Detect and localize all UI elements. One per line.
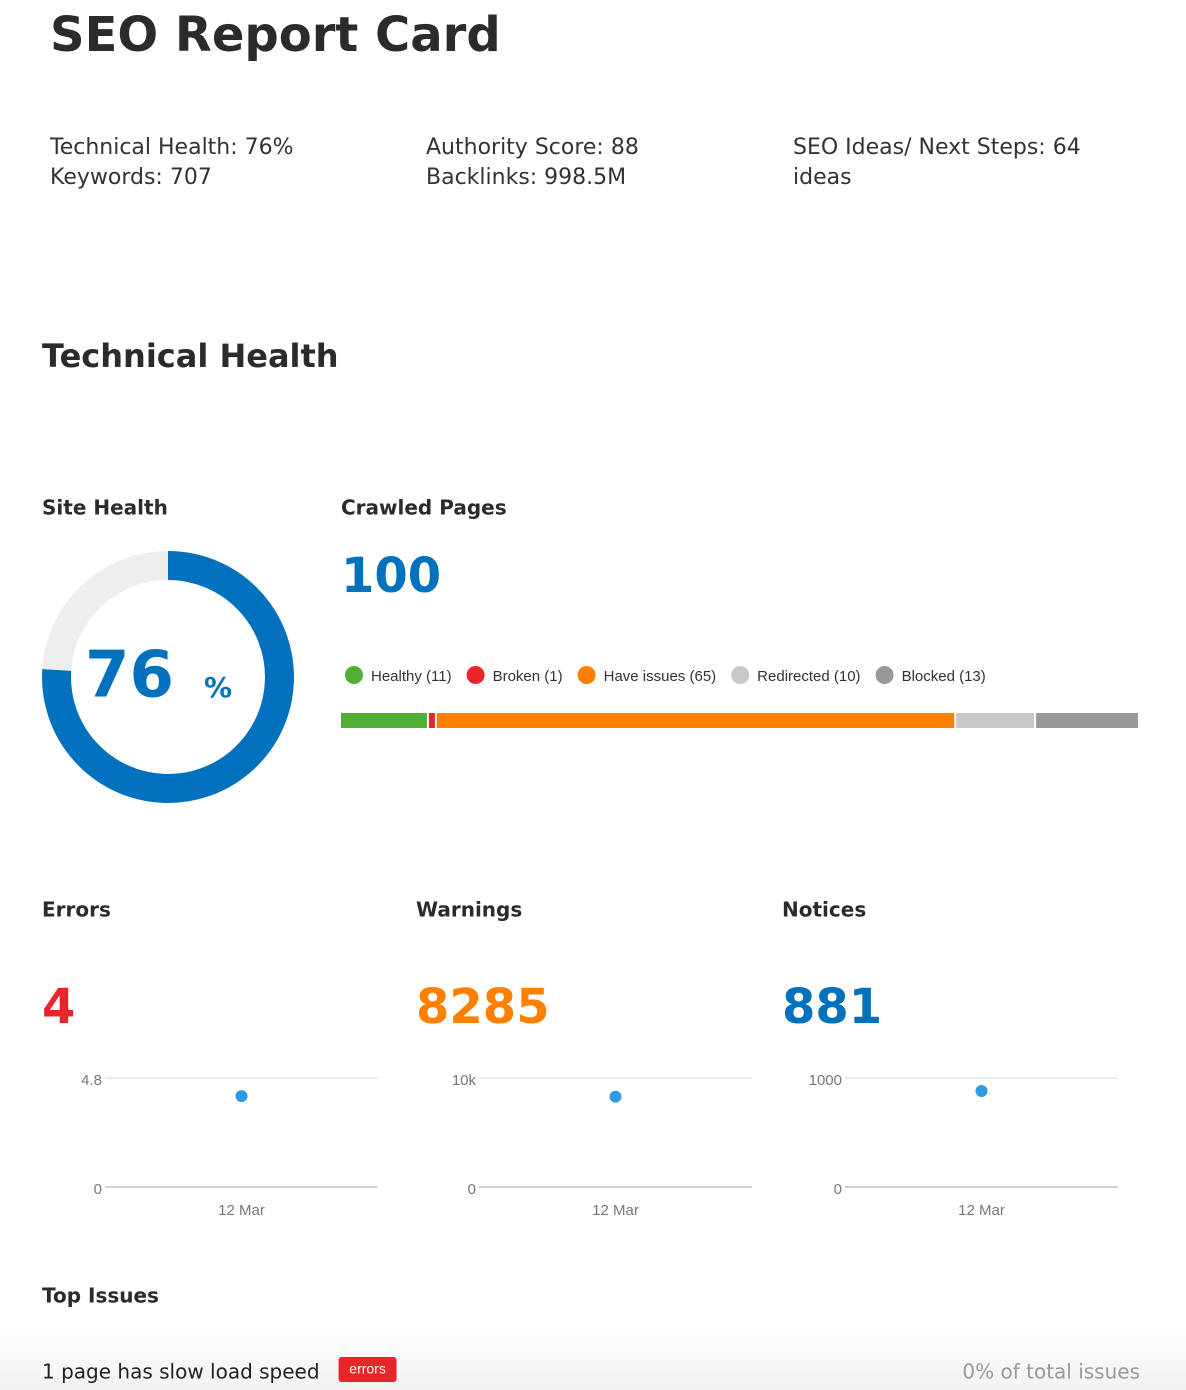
donut-arc [42, 551, 294, 803]
donut-unit: % [204, 671, 232, 704]
crawled-bar-segment [1036, 713, 1138, 728]
tag-bg [338, 1357, 397, 1382]
footer-fade [0, 1325, 1186, 1390]
crawled-bar-segment [956, 713, 1035, 728]
legend-label: Redirected (10) [757, 668, 860, 685]
summary-line: ideas [793, 165, 852, 190]
x-tick-label: 12 Mar [592, 1202, 639, 1219]
y-tick-label: 0 [468, 1181, 476, 1198]
y-tick-label: 4.8 [81, 1072, 102, 1089]
card-value: 8285 [416, 979, 550, 1035]
y-tick-label: 10k [452, 1072, 477, 1089]
crawled-total: 100 [341, 548, 441, 604]
card-value: 4 [42, 979, 75, 1035]
donut-value: 76 [85, 639, 174, 713]
legend-dot [466, 666, 485, 684]
point [609, 1090, 622, 1103]
summary-line: Keywords: 707 [50, 165, 212, 190]
tag-label: errors [349, 1361, 386, 1377]
legend-label: Broken (1) [493, 668, 563, 685]
crawled-bar-segment [428, 713, 435, 728]
card-title: Notices [782, 898, 866, 922]
legend-label: Have issues (65) [604, 668, 717, 685]
summary-line: Technical Health: 76% [49, 135, 294, 160]
x-tick-label: 12 Mar [218, 1202, 265, 1219]
summary-line: Authority Score: 88 [426, 135, 639, 160]
point [235, 1090, 248, 1103]
x-tick-label: 12 Mar [958, 1202, 1005, 1219]
card-title: Warnings [416, 898, 522, 922]
top-issues-title: Top Issues [42, 1284, 159, 1308]
point [975, 1084, 988, 1097]
legend-label: Blocked (13) [902, 668, 986, 685]
legend-dot [345, 666, 363, 684]
section-title: Technical Health [42, 337, 339, 375]
legend-dot [577, 666, 596, 684]
legend-label: Healthy (11) [371, 668, 452, 685]
card-title: Errors [42, 898, 111, 922]
y-tick-label: 1000 [809, 1072, 842, 1089]
issue-share: 0% of total issues [962, 1360, 1140, 1384]
crawled-bar-segment [341, 713, 427, 728]
issue-text: 1 page has slow load speed [42, 1360, 320, 1384]
summary-line: SEO Ideas/ Next Steps: 64 [793, 135, 1081, 160]
y-tick-label: 0 [94, 1181, 102, 1198]
y-tick-label: 0 [834, 1181, 842, 1198]
summary-line: Backlinks: 998.5M [426, 165, 626, 190]
legend-dot [875, 666, 894, 684]
issue-tag: errors [338, 1357, 397, 1382]
crawled-title: Crawled Pages [341, 496, 507, 520]
legend-dot [731, 666, 750, 684]
page-title: SEO Report Card [50, 7, 501, 63]
dynamic-content: Technical Health: 76% Keywords: 707 Author… [42, 135, 1140, 1384]
crawled-bar-segment [436, 713, 955, 728]
card-value: 881 [782, 979, 882, 1035]
site-health-title: Site Health [42, 496, 168, 520]
